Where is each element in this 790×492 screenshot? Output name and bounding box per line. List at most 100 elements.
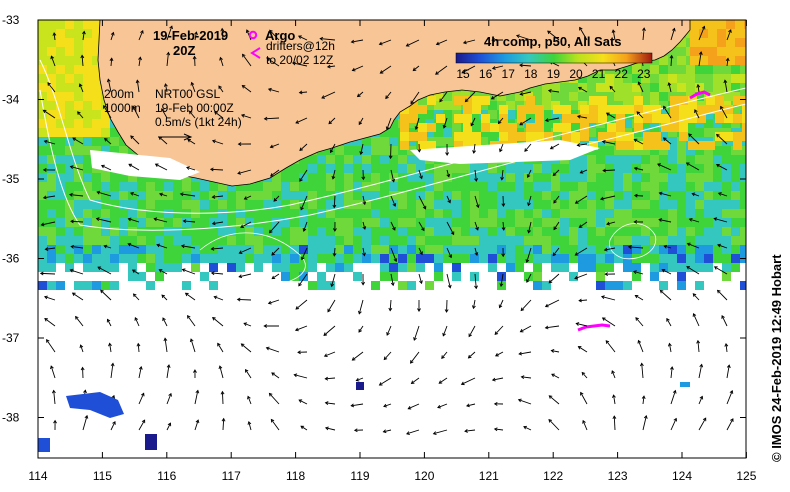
- current-arrow: [716, 289, 728, 301]
- sst-cell: [110, 263, 119, 272]
- sst-cell: [299, 218, 308, 227]
- current-arrow: [44, 317, 56, 327]
- sst-cell: [371, 155, 380, 164]
- current-arrow: [362, 195, 367, 206]
- sst-cell: [722, 227, 731, 236]
- current-arrow: [474, 169, 478, 182]
- sst-cell: [740, 65, 746, 74]
- sst-cell: [587, 236, 596, 245]
- sst-cell: [146, 254, 155, 263]
- sst-cell: [515, 263, 524, 272]
- sst-cell: [290, 263, 299, 272]
- sst-cell: [713, 227, 722, 236]
- sst-cell: [128, 182, 137, 191]
- sst-cell: [218, 209, 227, 218]
- sst-cell: [425, 173, 434, 182]
- sst-cell: [389, 236, 398, 245]
- current-arrow: [548, 273, 560, 284]
- current-arrow: [194, 31, 198, 41]
- sst-cell: [434, 137, 443, 146]
- sst-cell: [299, 155, 308, 164]
- current-arrow: [268, 221, 280, 234]
- sst-cell: [571, 114, 580, 123]
- sst-cell: [83, 101, 92, 110]
- sst-cell: [517, 132, 526, 141]
- lon-tick-label: 121: [479, 469, 499, 483]
- sst-cell: [526, 123, 535, 132]
- product-time-label: 19-Feb 00:00Z: [155, 101, 234, 115]
- sst-cell: [47, 92, 56, 101]
- current-arrow: [548, 395, 560, 405]
- sst-cell: [578, 200, 587, 209]
- current-arrow: [577, 346, 588, 353]
- sst-cell: [290, 218, 299, 227]
- sst-cell: [596, 281, 605, 290]
- current-arrow: [267, 299, 280, 305]
- sst-cell: [56, 236, 65, 245]
- sst-cell: [713, 254, 722, 263]
- current-arrow: [501, 195, 506, 207]
- sst-cell: [101, 209, 110, 218]
- sst-cell: [344, 164, 353, 173]
- sst-cell: [389, 173, 398, 182]
- sst-cell: [425, 245, 434, 254]
- sst-cell: [533, 92, 542, 101]
- sst-cell: [722, 272, 731, 281]
- sst-cell: [506, 110, 515, 119]
- sst-cell: [735, 29, 744, 38]
- sst-cell: [623, 218, 632, 227]
- current-arrow: [606, 221, 616, 226]
- sst-cell: [400, 114, 409, 123]
- sst-cell: [65, 182, 74, 191]
- sst-cell: [677, 236, 686, 245]
- sst-cell: [679, 105, 688, 114]
- sst-cell: [254, 218, 263, 227]
- sst-cell: [717, 29, 726, 38]
- sst-cell: [740, 227, 746, 236]
- sst-cell: [697, 114, 706, 123]
- sst-cell: [47, 101, 56, 110]
- sst-cell: [281, 263, 290, 272]
- current-arrow: [446, 169, 451, 178]
- sst-cell: [173, 245, 182, 254]
- sst-cell: [713, 245, 722, 254]
- sst-cell: [614, 164, 623, 173]
- sst-cell: [506, 191, 515, 200]
- sst-cell: [461, 200, 470, 209]
- sst-cell: [598, 96, 607, 105]
- current-arrow: [602, 168, 616, 173]
- sst-cell: [632, 155, 641, 164]
- current-arrow: [72, 137, 84, 145]
- sst-cell: [254, 263, 263, 272]
- sst-cell: [632, 182, 641, 191]
- sst-cell: [416, 254, 425, 263]
- current-arrow: [605, 112, 616, 119]
- sst-cell: [650, 173, 659, 182]
- sst-cell: [425, 236, 434, 245]
- current-arrow: [237, 169, 252, 175]
- sst-cell: [641, 83, 650, 92]
- sst-cell: [542, 164, 551, 173]
- sst-cell: [578, 92, 587, 101]
- sst-cell: [742, 105, 746, 114]
- sst-cell: [56, 164, 65, 173]
- sst-cell: [506, 236, 515, 245]
- sst-cell: [200, 272, 209, 281]
- current-arrow: [686, 242, 700, 249]
- sst-cell: [686, 227, 695, 236]
- sst-cell: [659, 146, 668, 155]
- current-arrow: [110, 31, 115, 41]
- sst-cell: [668, 218, 677, 227]
- sst-cell: [708, 38, 717, 47]
- sst-cell: [533, 164, 542, 173]
- sst-cell: [146, 227, 155, 236]
- sst-cell: [704, 263, 713, 272]
- sst-cell: [650, 209, 659, 218]
- sst-cell: [416, 110, 425, 119]
- current-arrow: [184, 292, 196, 301]
- sst-cell: [416, 227, 425, 236]
- sst-cell: [434, 92, 443, 101]
- sst-cell: [227, 200, 236, 209]
- sst-cell: [317, 227, 326, 236]
